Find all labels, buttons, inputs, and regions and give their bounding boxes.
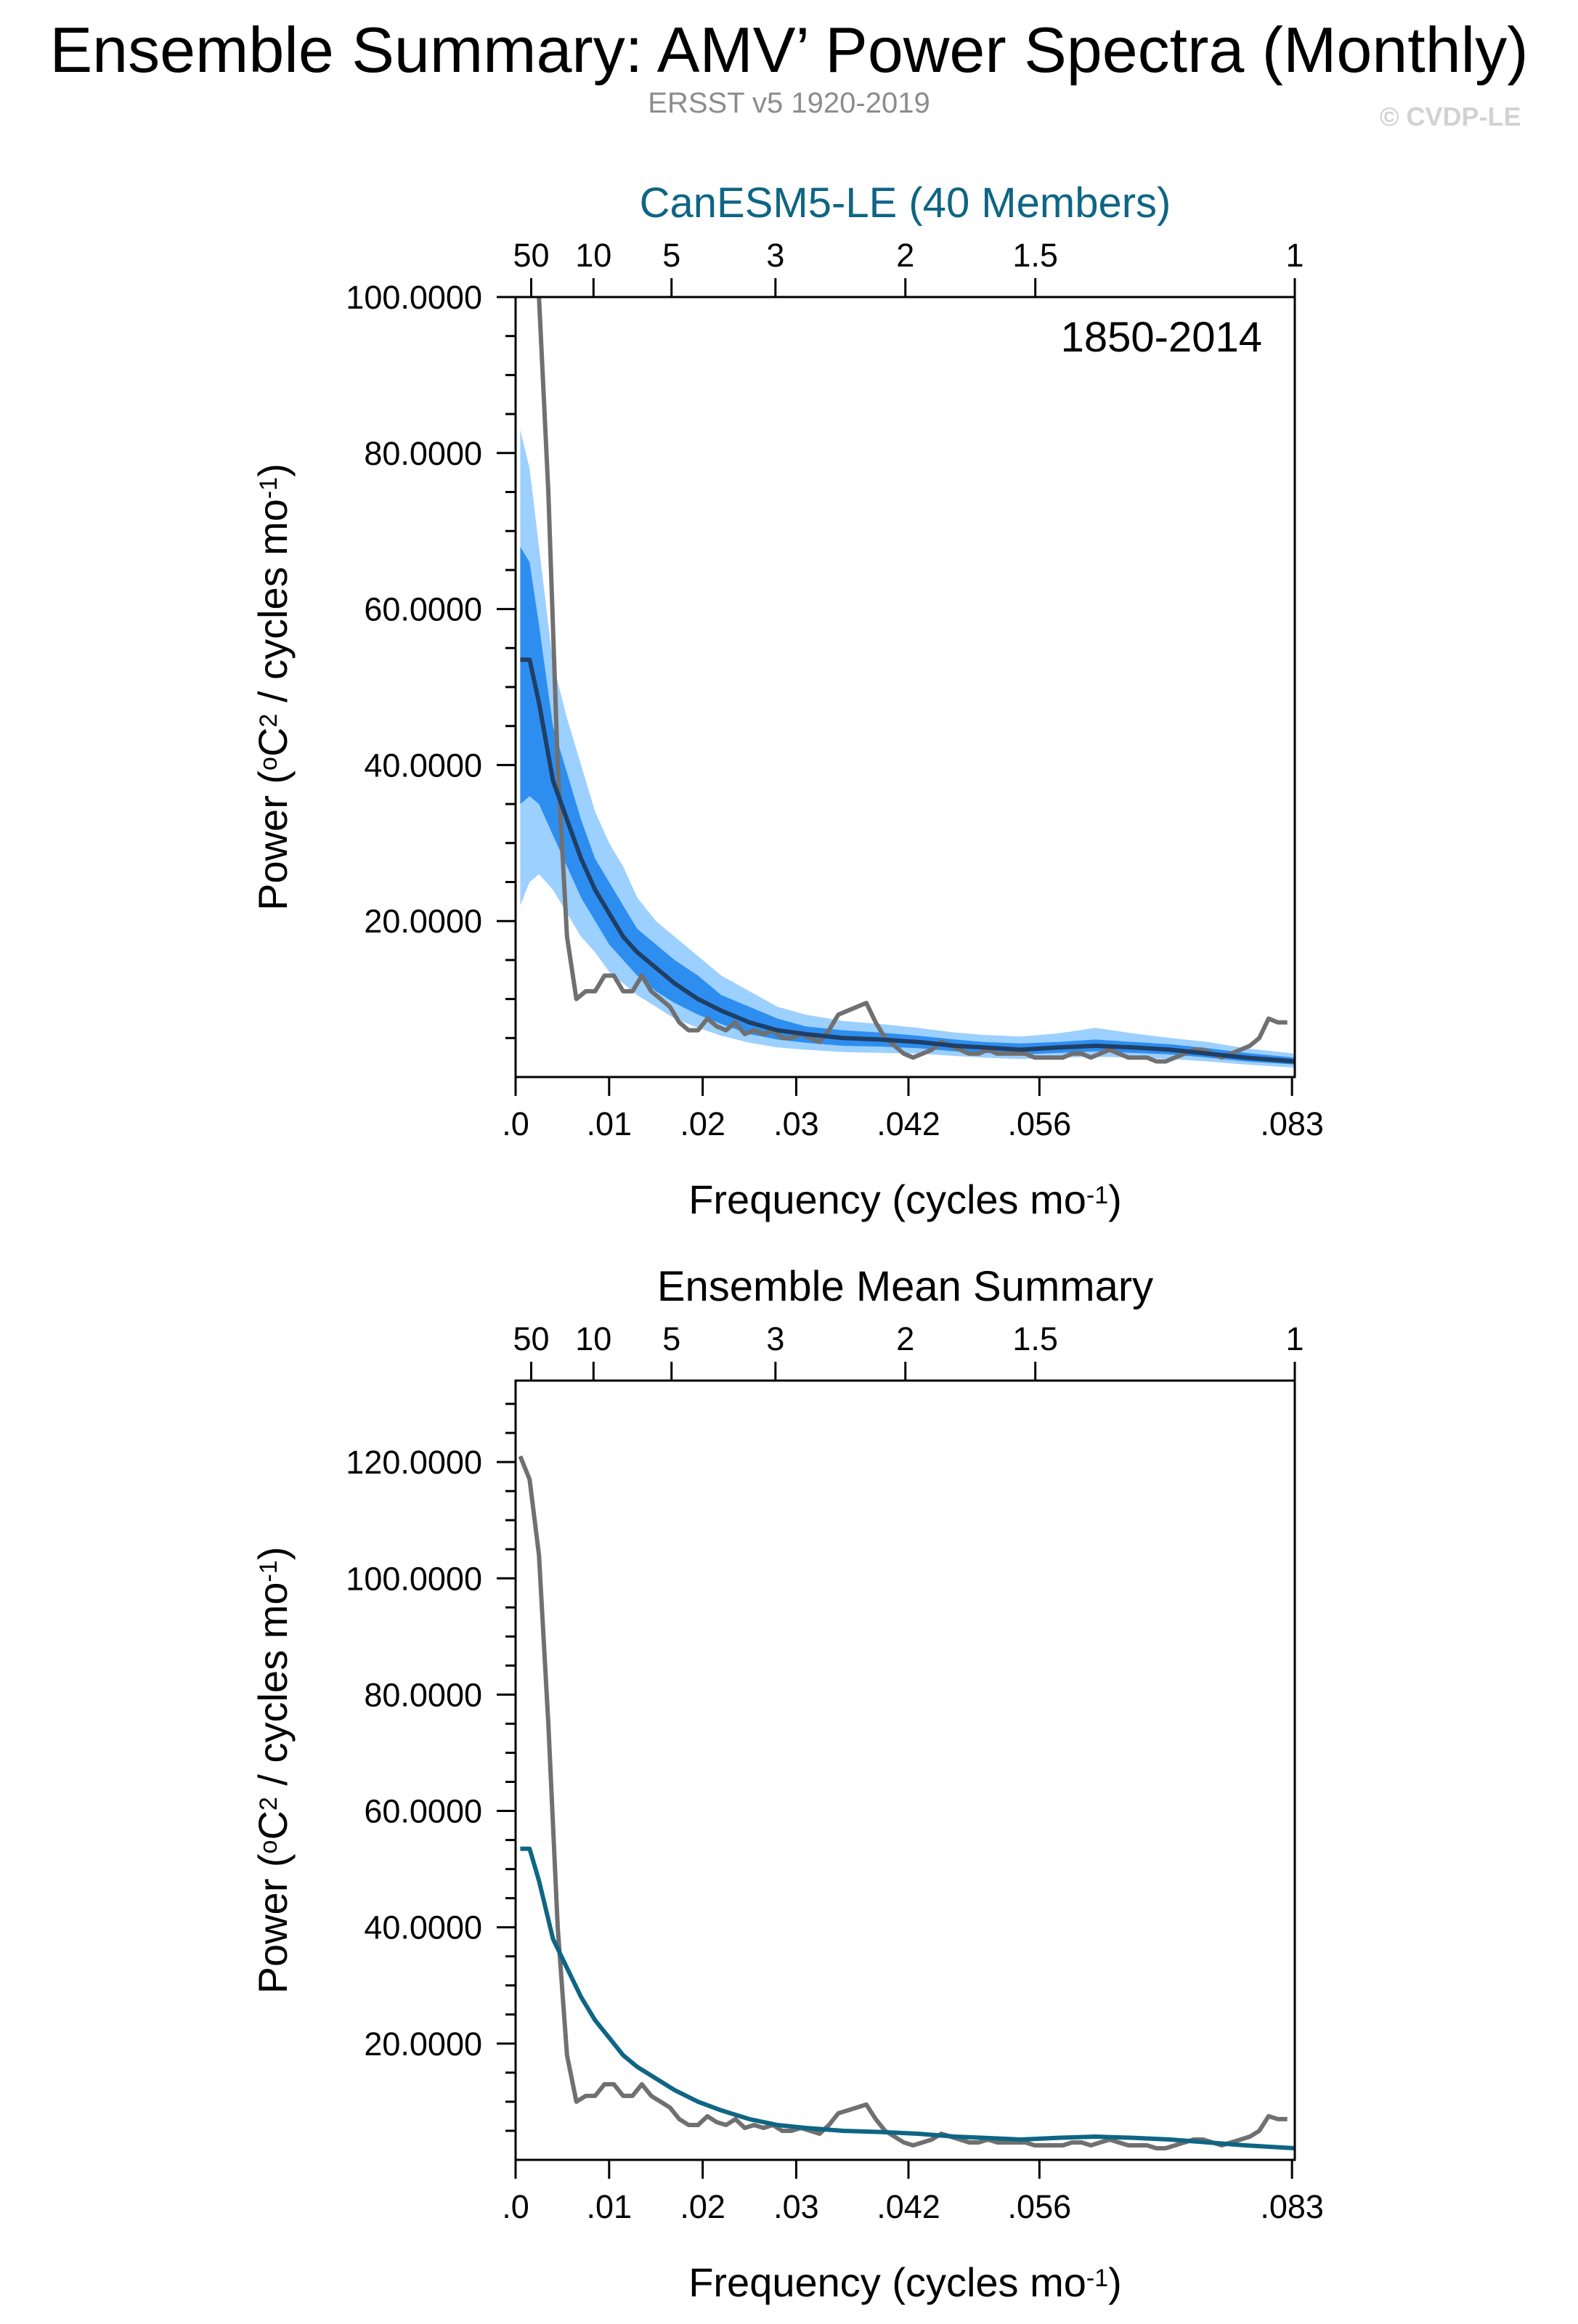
- top-tick-label: 50: [513, 1320, 549, 1357]
- x-tick-label: .083: [1260, 2188, 1324, 2225]
- y-axis-label-part-2: C: [250, 1811, 296, 1840]
- y-axis-label-part-5: -1: [255, 477, 282, 499]
- x-axis-label-part-2: ): [1108, 1177, 1122, 1222]
- y-tick-label: 60.0000: [364, 1793, 482, 1830]
- y-axis-label-part-6: ): [250, 1547, 296, 1561]
- ensemble-mean-line: [520, 657, 1295, 1064]
- panel-bottom: 20.0000 40.0000 60.0000 80.0000 100.0000 120.…: [250, 1263, 1324, 2305]
- top-tick-label: 1: [1285, 1320, 1304, 1357]
- x-tick-label: .056: [1008, 2188, 1072, 2225]
- y-axis-label: Power (oC2 / cycles mo-1): [250, 1547, 296, 1994]
- y-tick-label: 20.0000: [364, 903, 482, 940]
- y-tick-label: 40.0000: [364, 747, 482, 784]
- y-tick-label: 40.0000: [364, 1909, 482, 1946]
- panel-title: Ensemble Mean Summary: [657, 1263, 1153, 1310]
- y-axis-label-part-0: Power (: [250, 1853, 296, 1994]
- x-tick-label: .02: [680, 2188, 725, 2225]
- top-tick-label: 1.5: [1012, 237, 1058, 274]
- top-tick-label: 1: [1285, 237, 1304, 274]
- ensemble-mean-line: [520, 1846, 1295, 2150]
- period-annotation: 1850-2014: [1061, 314, 1262, 361]
- top-tick-label: 50: [513, 237, 549, 274]
- y-axis-label-part-5: -1: [255, 1560, 282, 1582]
- x-tick-label: .0: [502, 1105, 529, 1142]
- top-tick-label: 1.5: [1012, 1320, 1058, 1357]
- plot-frame: [514, 1379, 1296, 2161]
- panel-title: CanESM5-LE (40 Members): [640, 179, 1171, 227]
- x-axis-label-part-1: -1: [1086, 1182, 1108, 1209]
- observed-line: [518, 1455, 1288, 2150]
- y-axis-label-part-6: ): [250, 463, 296, 477]
- panel-top: 20.0000 40.0000 60.0000 80.0000 100.0000 .0 .0…: [250, 179, 1324, 1222]
- x-tick-label: .083: [1260, 1105, 1324, 1142]
- x-tick-label: .03: [773, 1105, 819, 1142]
- top-tick-label: 5: [662, 1320, 680, 1357]
- y-tick-label: 20.0000: [364, 2026, 482, 2063]
- x-tick-label: .01: [587, 1105, 633, 1142]
- top-tick-label: 2: [896, 237, 914, 274]
- x-tick-label: .042: [877, 1105, 940, 1142]
- x-tick-label: .02: [680, 1105, 725, 1142]
- x-tick-label: .01: [587, 2188, 633, 2225]
- x-axis-label-part-0: Frequency (cycles mo: [688, 1177, 1086, 1222]
- x-tick-label: .056: [1008, 1105, 1072, 1142]
- top-tick-label: 5: [662, 237, 680, 274]
- x-tick-label: .0: [502, 2188, 529, 2225]
- y-axis-label-part-2: C: [250, 728, 296, 757]
- x-axis-label: Frequency (cycles mo-1): [688, 2259, 1122, 2305]
- credit-label: © CVDP-LE: [1380, 102, 1521, 131]
- y-tick-label: 100.0000: [346, 1560, 482, 1597]
- y-axis-label: Power (oC2 / cycles mo-1): [250, 463, 296, 911]
- observed-line: [537, 297, 1288, 1064]
- figure-subtitle: ERSST v5 1920-2019: [648, 87, 930, 119]
- top-tick-label: 3: [766, 1320, 784, 1357]
- x-axis-label-part-2: ): [1108, 2259, 1122, 2305]
- y-tick-label: 60.0000: [364, 591, 482, 628]
- x-axis-label-part-0: Frequency (cycles mo: [688, 2259, 1086, 2305]
- top-tick-label: 3: [766, 237, 784, 274]
- y-axis-label-part-1: o: [255, 1840, 282, 1854]
- x-axis-label-part-1: -1: [1086, 2264, 1108, 2292]
- top-tick-label: 10: [575, 237, 611, 274]
- y-axis-label-part-1: o: [255, 757, 282, 771]
- y-axis-label-part-0: Power (: [250, 771, 296, 911]
- y-tick-label: 100.0000: [346, 279, 482, 316]
- x-tick-label: .03: [773, 2188, 819, 2225]
- y-axis-label-part-3: 2: [255, 1797, 282, 1811]
- y-tick-label: 80.0000: [364, 1676, 482, 1713]
- y-tick-label: 120.0000: [346, 1444, 482, 1481]
- x-tick-label: .042: [877, 2188, 940, 2225]
- figure-title: Ensemble Summary: AMV’ Power Spectra (Mo…: [49, 14, 1529, 86]
- plot-area: [518, 1455, 1295, 2150]
- y-axis-label-part-3: 2: [255, 714, 282, 728]
- top-tick-label: 10: [575, 1320, 611, 1357]
- y-axis-label-part-4: / cycles mo: [250, 1582, 296, 1797]
- y-axis-label-part-4: / cycles mo: [250, 499, 296, 714]
- plot-area: [520, 297, 1295, 1068]
- x-axis-label: Frequency (cycles mo-1): [688, 1177, 1122, 1222]
- top-tick-label: 2: [896, 1320, 914, 1357]
- y-tick-label: 80.0000: [364, 435, 482, 472]
